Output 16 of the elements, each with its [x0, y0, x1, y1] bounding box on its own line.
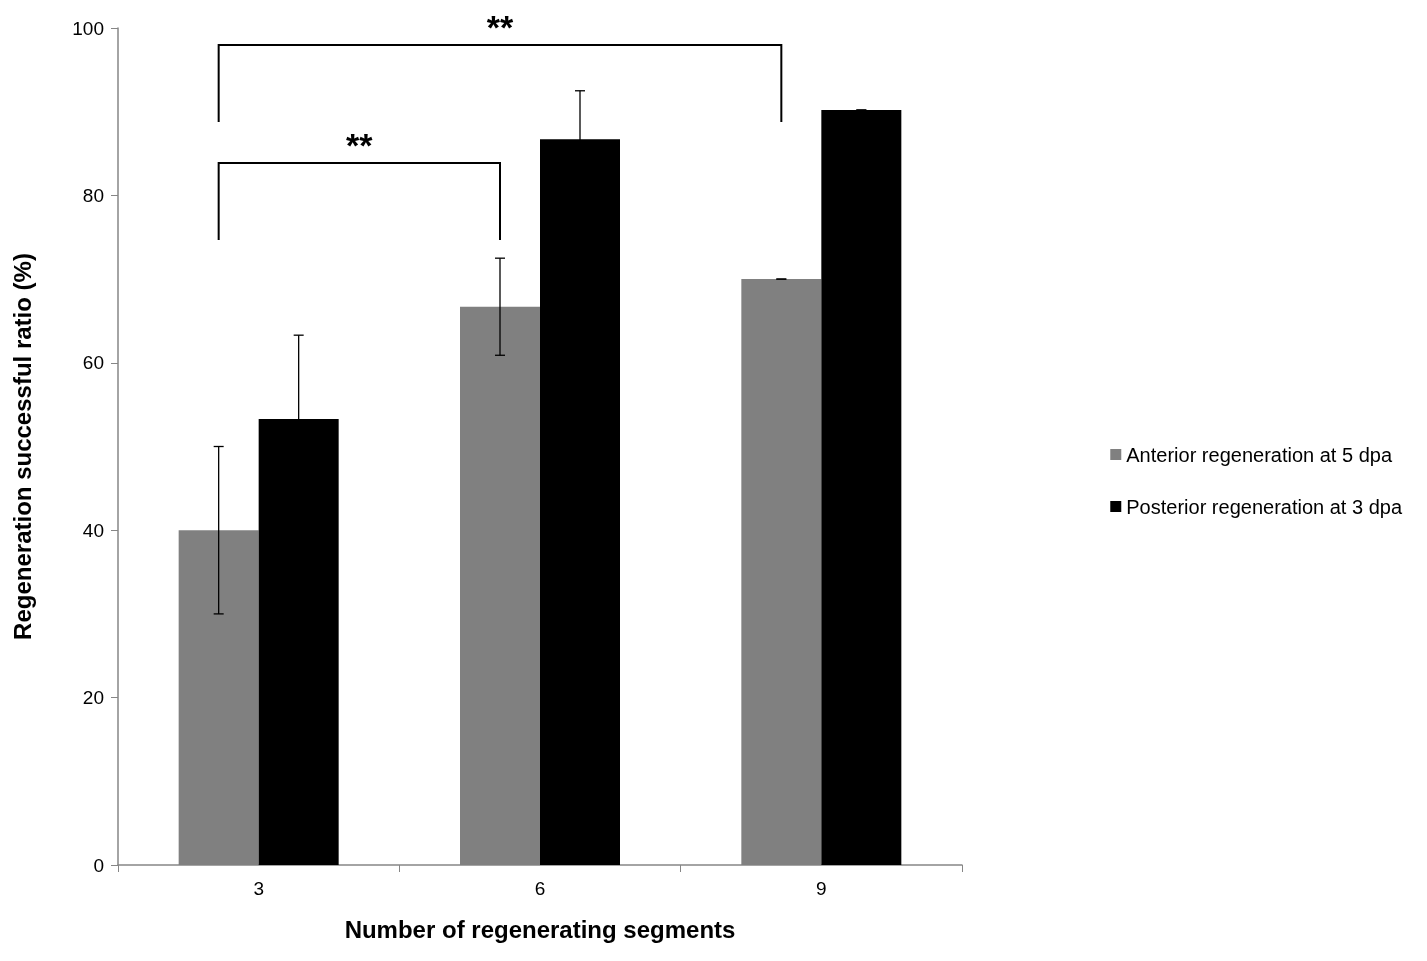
bar	[821, 110, 902, 865]
x-tick-label: 9	[816, 878, 827, 899]
y-axis-title: Regeneration successful ratio (%)	[8, 253, 36, 640]
annotation: **	[346, 126, 374, 164]
y-tick-label: 20	[82, 687, 104, 709]
legend-label: Posterior regeneration at 3 dpa	[1126, 495, 1403, 518]
x-tick-label: 6	[534, 878, 546, 899]
x-axis-title: Number of regenerating segments	[344, 915, 736, 943]
legend-label: Anterior regeneration at 5 dpa	[1126, 443, 1393, 466]
y-tick-label: 100	[72, 17, 104, 39]
annotation: **	[486, 8, 514, 46]
y-tick-label: 0	[93, 854, 104, 876]
x-tick-label: 3	[253, 878, 264, 899]
y-tick-label: 60	[82, 352, 104, 374]
y-tick-label: 80	[82, 184, 104, 206]
y-tick-label: 40	[82, 519, 104, 541]
